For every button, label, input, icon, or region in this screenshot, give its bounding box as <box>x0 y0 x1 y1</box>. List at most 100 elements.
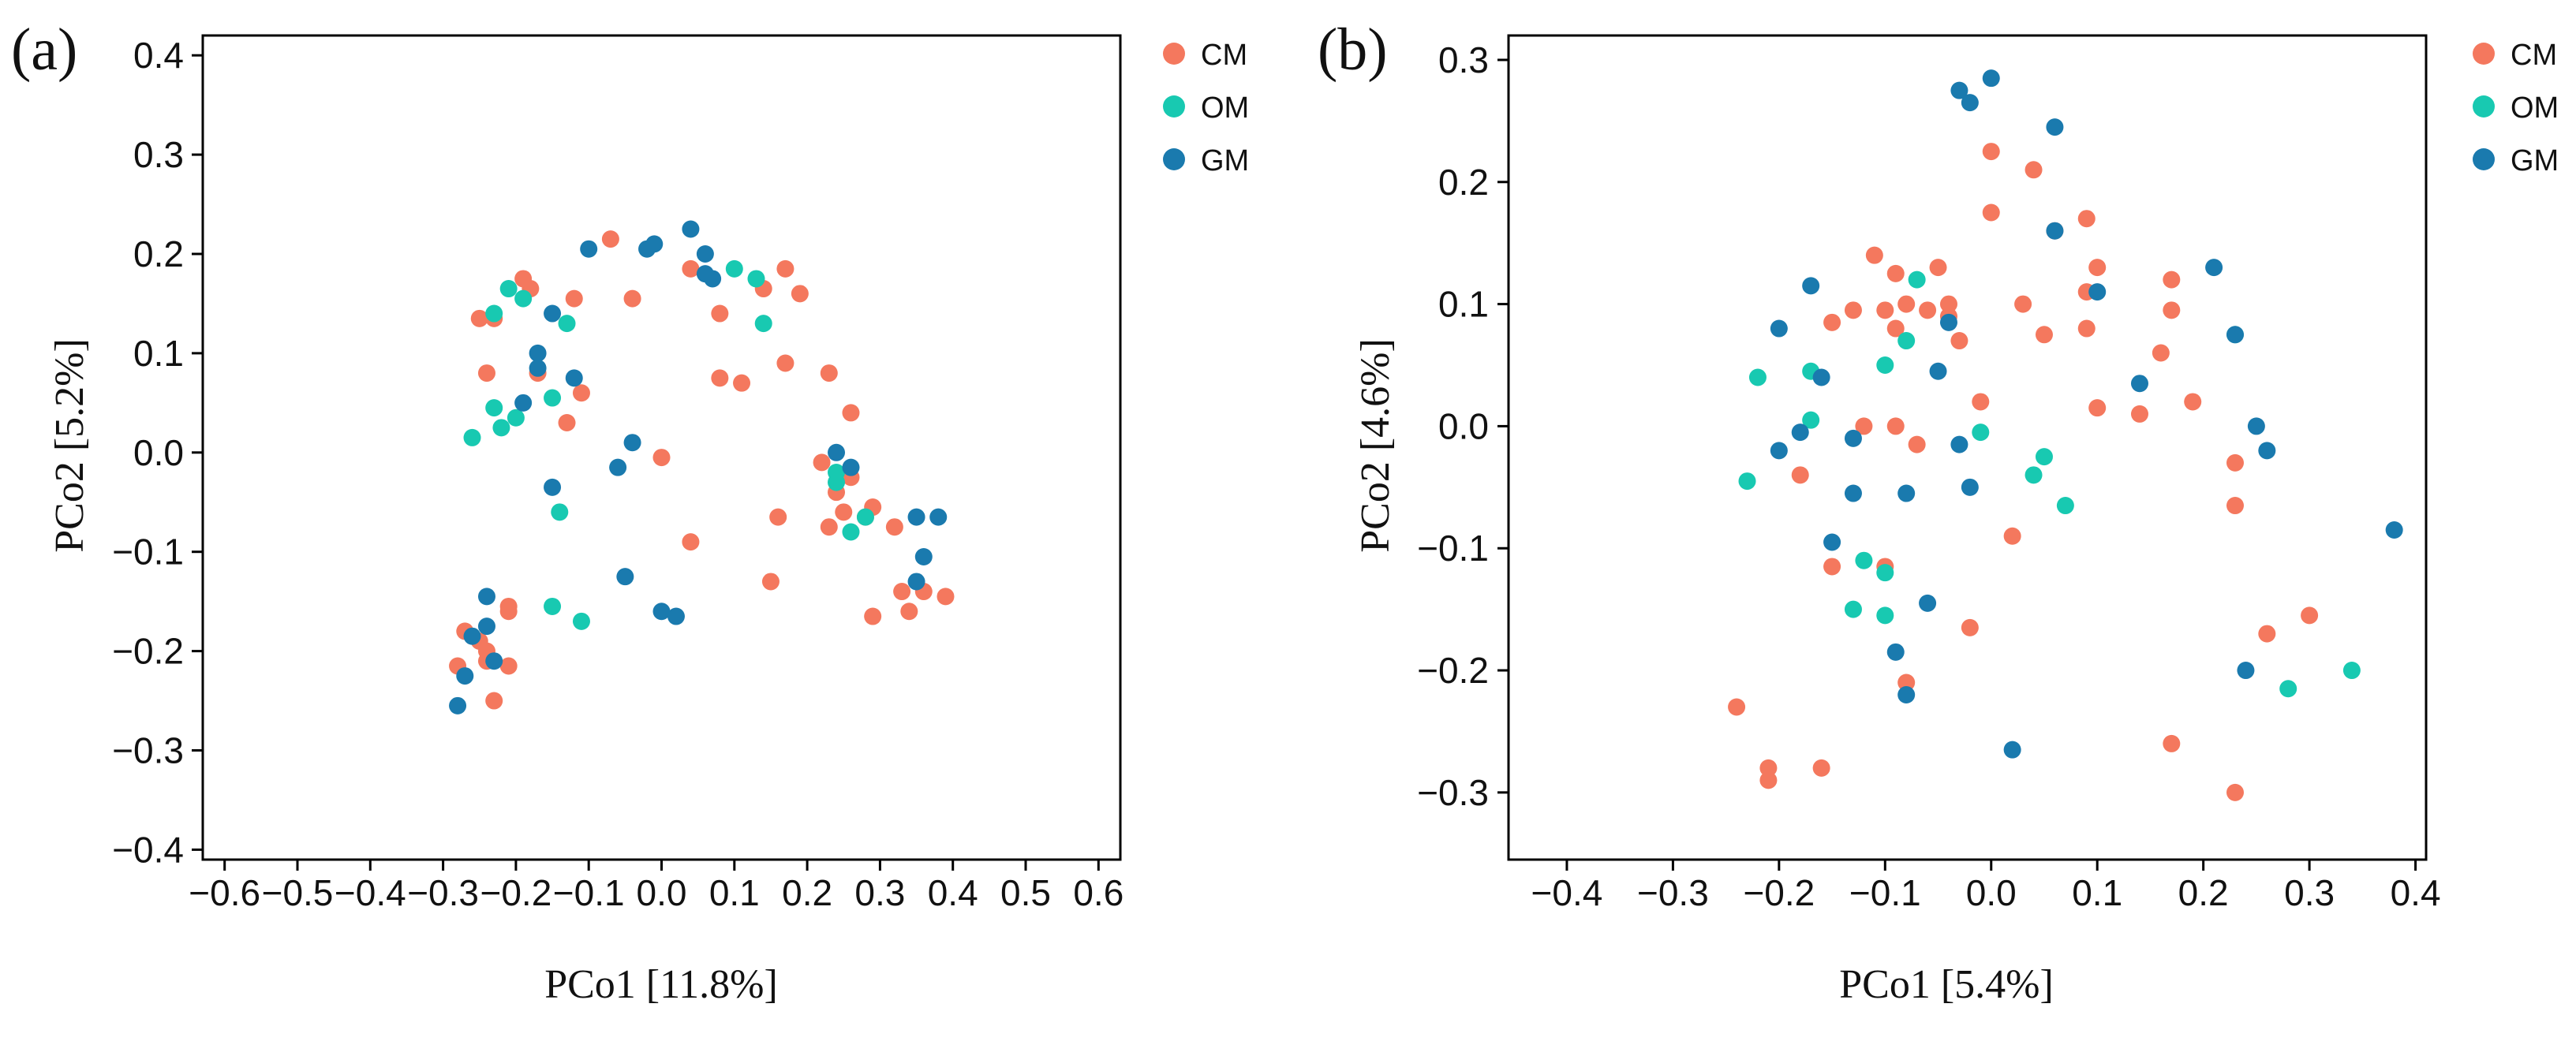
point-cm <box>2226 497 2244 515</box>
point-cm <box>842 404 860 422</box>
point-cm <box>820 364 838 382</box>
point-om <box>558 315 576 333</box>
point-om <box>485 304 503 323</box>
point-cm <box>1823 313 1841 331</box>
legend-marker-cm <box>1163 43 1185 65</box>
point-gm <box>2003 741 2021 759</box>
point-om <box>1876 356 1894 374</box>
y-tick-label: −0.2 <box>1417 650 1489 691</box>
point-gm <box>2237 662 2255 680</box>
point-gm <box>1886 643 1905 661</box>
point-om <box>2279 680 2297 698</box>
point-gm <box>704 270 722 288</box>
point-cm <box>1939 295 1957 313</box>
point-cm <box>733 374 751 392</box>
point-cm <box>1812 759 1830 777</box>
point-gm <box>529 344 547 362</box>
point-gm <box>1844 429 1862 447</box>
panel-b-label: (b) <box>1318 17 1388 83</box>
point-cm <box>1886 417 1905 435</box>
y-tick-label: 0.2 <box>1438 162 1489 203</box>
point-cm <box>2163 301 2181 319</box>
point-gm <box>682 220 700 238</box>
point-cm <box>776 259 794 278</box>
x-tick-label: 0.1 <box>2072 872 2122 913</box>
point-om <box>1876 564 1894 582</box>
legend-label-cm: CM <box>2511 39 2557 72</box>
point-gm <box>1950 81 1968 99</box>
x-tick-label: −0.2 <box>480 872 551 913</box>
point-om <box>1738 472 1756 491</box>
y-tick-label: −0.1 <box>112 532 184 573</box>
point-cm <box>2226 453 2244 472</box>
point-cm <box>1855 417 1873 435</box>
point-om <box>1855 551 1873 569</box>
x-tick-label: −0.3 <box>407 872 479 913</box>
point-cm <box>682 533 700 551</box>
point-cm <box>470 309 488 327</box>
point-cm <box>1982 143 2000 161</box>
x-tick-label: 0.4 <box>928 872 978 913</box>
point-gm <box>1791 423 1809 442</box>
panel-a-xlabel: PCo1 [11.8%] <box>544 962 778 1007</box>
point-cm <box>900 603 918 621</box>
point-cm <box>1972 393 1990 411</box>
point-cm <box>1908 435 1926 453</box>
point-om <box>507 409 525 427</box>
x-tick-label: −0.2 <box>1743 872 1815 913</box>
point-gm <box>696 244 714 263</box>
legend-label-om: OM <box>1201 91 1249 125</box>
point-gm <box>449 696 467 715</box>
point-cm <box>813 453 831 472</box>
point-gm <box>1919 594 1937 612</box>
point-gm <box>828 443 846 461</box>
plot-frame <box>201 34 1122 861</box>
point-cm <box>1961 618 1979 636</box>
point-gm <box>463 627 481 645</box>
x-tick-label: −0.5 <box>262 872 334 913</box>
point-cm <box>937 588 955 606</box>
point-om <box>828 473 846 491</box>
point-cm <box>2130 405 2148 423</box>
y-tick-label: 0.4 <box>133 35 184 76</box>
point-gm <box>544 304 562 323</box>
point-cm <box>1897 295 1916 313</box>
y-tick-label: −0.3 <box>112 730 184 771</box>
y-tick-label: −0.4 <box>112 829 184 870</box>
x-tick-label: 0.0 <box>637 872 687 913</box>
point-om <box>492 419 510 437</box>
panel-a-legend: CM OM GM <box>1163 39 1249 177</box>
point-gm <box>565 369 583 387</box>
x-tick-label: 0.2 <box>2178 872 2229 913</box>
point-cm <box>2088 399 2107 417</box>
plot-frame <box>1507 34 2428 861</box>
y-tick-label: 0.1 <box>133 333 184 374</box>
panel-b-xlabel: PCo1 [5.4%] <box>1839 962 2054 1007</box>
point-gm <box>2226 326 2244 344</box>
legend-marker-gm <box>1163 148 1185 170</box>
point-cm <box>2301 606 2319 625</box>
point-cm <box>864 607 882 625</box>
point-cm <box>711 304 729 323</box>
y-tick-label: 0.0 <box>1438 405 1489 446</box>
point-om <box>544 597 562 615</box>
point-gm <box>914 547 933 565</box>
point-cm <box>1919 301 1937 319</box>
point-om <box>1802 411 1820 429</box>
point-cm <box>2077 319 2096 338</box>
x-tick-label: 0.4 <box>2391 872 2441 913</box>
point-cm <box>835 503 853 521</box>
x-tick-label: 0.0 <box>1966 872 2017 913</box>
point-gm <box>2258 442 2276 460</box>
y-tick-label: −0.3 <box>1417 772 1489 813</box>
x-tick-label: −0.4 <box>335 872 406 913</box>
point-om <box>1844 600 1862 618</box>
point-cm <box>1950 332 1968 350</box>
legend-marker-cm <box>2473 43 2495 65</box>
point-om <box>499 280 518 298</box>
point-cm <box>601 230 619 248</box>
point-gm <box>1961 94 1979 112</box>
point-gm <box>1802 277 1820 295</box>
point-gm <box>580 240 598 258</box>
